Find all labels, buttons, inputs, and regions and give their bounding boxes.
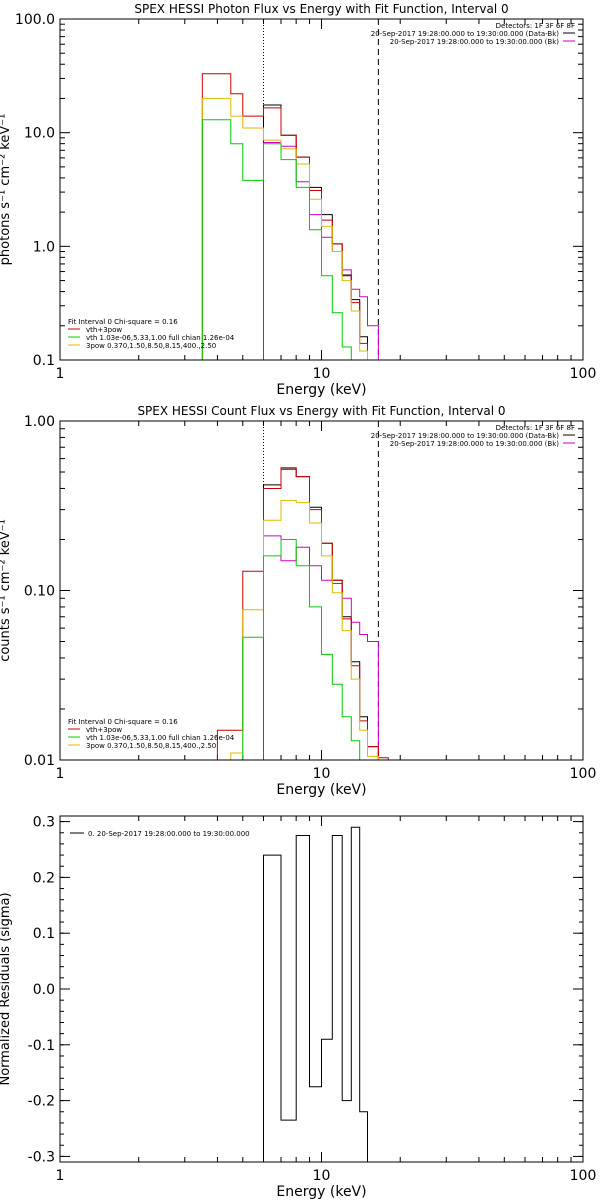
legend-entry: vth 1.03e-06,5.33,1.00 full chian 1.26e-… xyxy=(86,334,235,342)
y-tick-label: 0.1 xyxy=(33,353,55,369)
y-tick-label: 0.10 xyxy=(24,584,55,600)
y-tick-label: 100.0 xyxy=(15,12,55,28)
series-group xyxy=(201,73,379,360)
histogram-series-4 xyxy=(230,499,379,760)
x-tick-label: 10 xyxy=(313,1168,331,1184)
legend-entry: vth 1.03e-06,5.33,1.00 full chian 1.26e-… xyxy=(86,734,235,742)
y-tick-label: 10.0 xyxy=(24,126,55,142)
x-tick-label: 100 xyxy=(570,1168,597,1184)
time-range-label: 20-Sep-2017 19:28:00.000 to 19:30:00.000… xyxy=(390,38,560,46)
x-tick-label: 10 xyxy=(313,366,331,382)
detectors-label: Detectors: 1F 3F 6F 8F xyxy=(496,424,575,432)
y-tick-label: -0.3 xyxy=(28,1149,55,1165)
x-tick-label: 100 xyxy=(570,366,597,382)
y-axis-label: Normalized Residuals (sigma) xyxy=(0,892,13,1085)
chart-title: SPEX HESSI Count Flux vs Energy with Fit… xyxy=(137,404,505,418)
histogram-series-3 xyxy=(201,73,379,360)
histogram-series-5 xyxy=(201,119,368,360)
y-tick-label: 0.2 xyxy=(33,870,55,886)
x-axis-label: Energy (keV) xyxy=(276,382,366,398)
legend-entry: 3pow 0.370,1.50,8.50,8.15,400.,2.50 xyxy=(86,342,216,350)
histogram-series-4 xyxy=(201,97,379,360)
y-tick-label: 0.0 xyxy=(33,982,55,998)
legend-entry: vth+3pow xyxy=(86,726,122,734)
y-tick-label: 0.1 xyxy=(33,926,55,942)
x-tick-label: 1 xyxy=(56,1168,65,1184)
x-axis-label: Energy (keV) xyxy=(276,782,366,798)
fit-summary-label: Fit Interval 0 Chi-square = 0.16 xyxy=(68,718,178,726)
chart-panel-2: SPEX HESSI Count Flux vs Energy with Fit… xyxy=(0,404,596,798)
chart-panel-3: Energy (keV) Normalized Residuals (sigma)… xyxy=(0,815,596,1200)
legend-entry: 0. 20-Sep-2017 19:28:00.000 to 19:30:00.… xyxy=(88,830,250,838)
y-tick-label: 0.3 xyxy=(33,815,55,831)
time-range-label: 20-Sep-2017 19:28:00.000 to 19:30:00.000… xyxy=(371,30,560,38)
x-tick-label: 1 xyxy=(56,766,65,782)
chart-title: SPEX HESSI Photon Flux vs Energy with Fi… xyxy=(134,2,508,16)
histogram-series-2 xyxy=(263,142,379,360)
histogram-series-1 xyxy=(263,826,379,1162)
y-tick-label: 1.0 xyxy=(33,239,55,255)
chart-panel-1: SPEX HESSI Photon Flux vs Energy with Fi… xyxy=(0,2,596,398)
x-axis-label: Energy (keV) xyxy=(276,1184,366,1200)
fit-summary-label: Fit Interval 0 Chi-square = 0.16 xyxy=(68,318,178,326)
histogram-series-2 xyxy=(263,535,379,760)
histogram-series-5 xyxy=(242,539,361,760)
y-tick-label: -0.1 xyxy=(28,1038,55,1054)
y-axis-label: counts s⁻¹ cm⁻² keV⁻¹ xyxy=(0,519,13,662)
series-group xyxy=(263,826,379,1162)
x-tick-label: 10 xyxy=(313,766,331,782)
x-tick-label: 100 xyxy=(570,766,597,782)
legend-entry: 3pow 0.370,1.50,8.50,8.15,400.,2.50 xyxy=(86,742,216,750)
y-tick-label: 0.01 xyxy=(24,753,55,769)
series-group xyxy=(216,467,389,760)
plot-frame xyxy=(59,420,584,761)
x-tick-label: 1 xyxy=(56,366,65,382)
y-tick-label: -0.2 xyxy=(28,1094,55,1110)
time-range-label: 20-Sep-2017 19:28:00.000 to 19:30:00.000… xyxy=(390,440,560,448)
plot-frame xyxy=(59,18,584,361)
y-tick-label: 1.00 xyxy=(24,414,55,430)
plot-frame xyxy=(59,815,584,1163)
time-range-label: 20-Sep-2017 19:28:00.000 to 19:30:00.000… xyxy=(371,432,560,440)
y-axis-label: photons s⁻¹ cm⁻² keV⁻¹ xyxy=(0,114,13,266)
detectors-label: Detectors: 1F 3F 6F 8F xyxy=(496,22,575,30)
legend-entry: vth+3pow xyxy=(86,326,122,334)
